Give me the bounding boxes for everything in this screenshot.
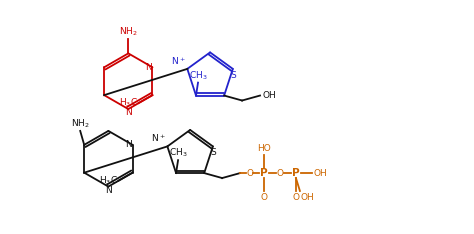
Text: O: O: [292, 193, 300, 202]
Text: S: S: [230, 71, 236, 80]
Text: N$^+$: N$^+$: [171, 55, 185, 67]
Text: N: N: [125, 140, 132, 149]
Text: P: P: [292, 168, 300, 178]
Text: N$^+$: N$^+$: [151, 133, 165, 144]
Text: CH$_3$: CH$_3$: [189, 69, 207, 82]
Text: OH: OH: [262, 91, 276, 100]
Text: O: O: [261, 193, 267, 202]
Text: S: S: [210, 148, 216, 157]
Text: NH$_2$: NH$_2$: [119, 26, 137, 38]
Text: N: N: [125, 108, 132, 117]
Text: CH$_3$: CH$_3$: [169, 147, 187, 159]
Text: HO: HO: [257, 144, 271, 153]
Text: OH: OH: [301, 193, 315, 202]
Text: H$_3$C: H$_3$C: [118, 97, 137, 109]
Text: O: O: [276, 168, 283, 178]
Text: N: N: [105, 186, 112, 195]
Text: N: N: [145, 63, 152, 72]
Text: NH$_2$: NH$_2$: [71, 117, 90, 130]
Text: P: P: [260, 168, 268, 178]
Text: H$_3$C: H$_3$C: [99, 174, 118, 187]
Text: OH: OH: [314, 168, 328, 178]
Text: O: O: [246, 168, 254, 178]
